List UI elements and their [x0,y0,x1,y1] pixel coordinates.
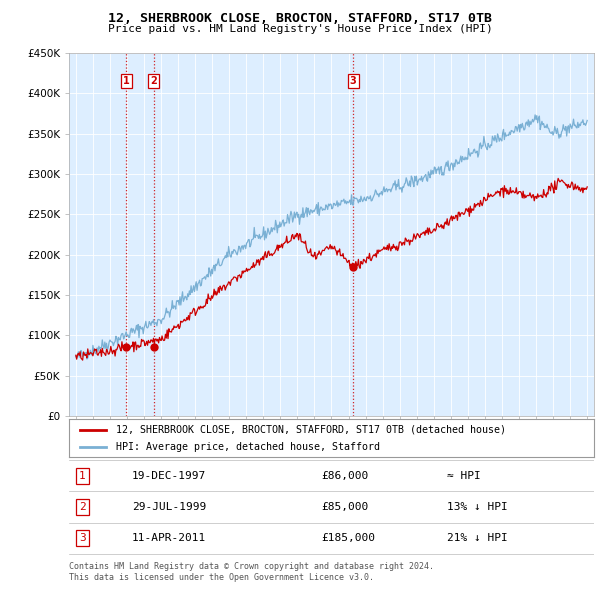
Text: 12, SHERBROOK CLOSE, BROCTON, STAFFORD, ST17 0TB: 12, SHERBROOK CLOSE, BROCTON, STAFFORD, … [108,12,492,25]
Text: Contains HM Land Registry data © Crown copyright and database right 2024.: Contains HM Land Registry data © Crown c… [69,562,434,571]
Text: Price paid vs. HM Land Registry's House Price Index (HPI): Price paid vs. HM Land Registry's House … [107,24,493,34]
Text: 3: 3 [350,76,356,86]
Text: 2: 2 [151,76,157,86]
Text: £85,000: £85,000 [321,502,368,512]
Text: 1: 1 [123,76,130,86]
Text: 19-DEC-1997: 19-DEC-1997 [132,471,206,481]
Text: 21% ↓ HPI: 21% ↓ HPI [447,533,508,543]
Text: This data is licensed under the Open Government Licence v3.0.: This data is licensed under the Open Gov… [69,573,374,582]
Text: 11-APR-2011: 11-APR-2011 [132,533,206,543]
Text: HPI: Average price, detached house, Stafford: HPI: Average price, detached house, Staf… [116,441,380,451]
Text: 12, SHERBROOK CLOSE, BROCTON, STAFFORD, ST17 0TB (detached house): 12, SHERBROOK CLOSE, BROCTON, STAFFORD, … [116,425,506,435]
Text: 13% ↓ HPI: 13% ↓ HPI [447,502,508,512]
Text: ≈ HPI: ≈ HPI [447,471,481,481]
Text: £185,000: £185,000 [321,533,375,543]
Text: 3: 3 [79,533,86,543]
Text: 2: 2 [79,502,86,512]
Text: 1: 1 [79,471,86,481]
Text: £86,000: £86,000 [321,471,368,481]
Text: 29-JUL-1999: 29-JUL-1999 [132,502,206,512]
